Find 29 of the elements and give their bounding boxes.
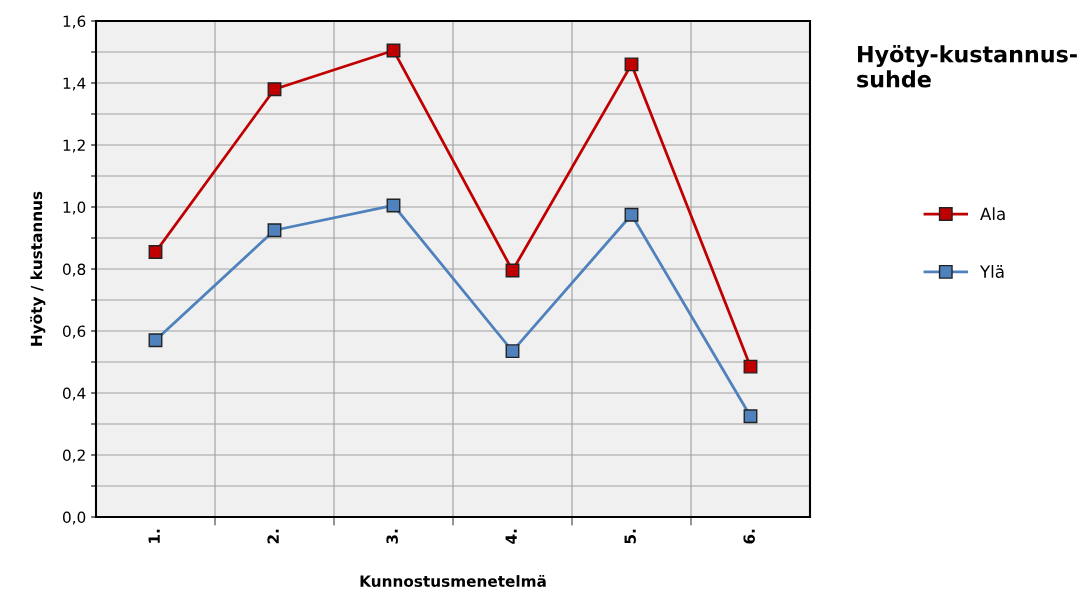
- x-tick-label: 4.: [505, 529, 517, 544]
- x-axis-title: Kunnostusmenetelmä: [360, 574, 546, 587]
- y-tick-label: 0,6: [62, 325, 86, 339]
- point: [624, 207, 639, 222]
- point: [148, 333, 163, 348]
- x-tick-label: 1.: [148, 529, 160, 543]
- y-tick-label: 0,0: [62, 511, 86, 525]
- text: Hyöty-kustannus- suhde: [857, 45, 1077, 88]
- legend-label: Ala: [980, 207, 1005, 221]
- point: [743, 409, 758, 424]
- point: [743, 359, 758, 374]
- y-tick-label: 0,4: [62, 387, 86, 401]
- y-tick-label: 0,8: [62, 263, 86, 277]
- point: [267, 223, 282, 238]
- y-tick-label: 1,4: [63, 77, 86, 91]
- x-tick-label: 3.: [386, 529, 398, 544]
- y-tick-label: 1,0: [63, 201, 86, 215]
- point: [505, 344, 520, 359]
- y-tick-label: 1,2: [63, 139, 85, 153]
- point: [624, 57, 639, 72]
- y-axis-title: Hyöty / kustannus: [30, 191, 46, 346]
- point: [267, 82, 282, 97]
- y-tick-label: 1,6: [63, 15, 86, 29]
- y-tick-label: 0,2: [62, 449, 85, 463]
- x-tick-label: 2.: [267, 529, 279, 544]
- x-tick-label: 5.: [624, 529, 636, 544]
- x-tick-label: 6.: [743, 529, 755, 544]
- legend-label: Ylä: [979, 265, 1004, 278]
- point: [148, 245, 163, 259]
